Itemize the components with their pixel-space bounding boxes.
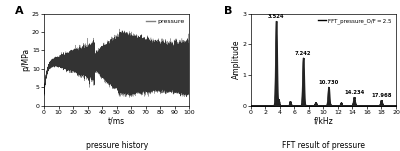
X-axis label: t/ms: t/ms [108,116,125,125]
Text: 7.242: 7.242 [295,51,312,56]
Text: FFT result of pressure: FFT result of pressure [282,141,365,150]
Y-axis label: Amplitude: Amplitude [232,40,241,79]
Text: 14.234: 14.234 [344,90,364,95]
Text: pressure history: pressure history [86,141,148,150]
Text: A: A [15,6,24,16]
Text: 17.968: 17.968 [371,93,392,98]
Y-axis label: p/MPa: p/MPa [22,48,30,71]
Legend: pressure: pressure [144,17,186,26]
Text: 10.730: 10.730 [318,80,339,85]
Legend: FFT_pressure_O/F = 2.5: FFT_pressure_O/F = 2.5 [316,16,393,25]
X-axis label: f/kHz: f/kHz [313,116,333,125]
Text: B: B [224,6,233,16]
Text: 3.524: 3.524 [268,14,284,19]
